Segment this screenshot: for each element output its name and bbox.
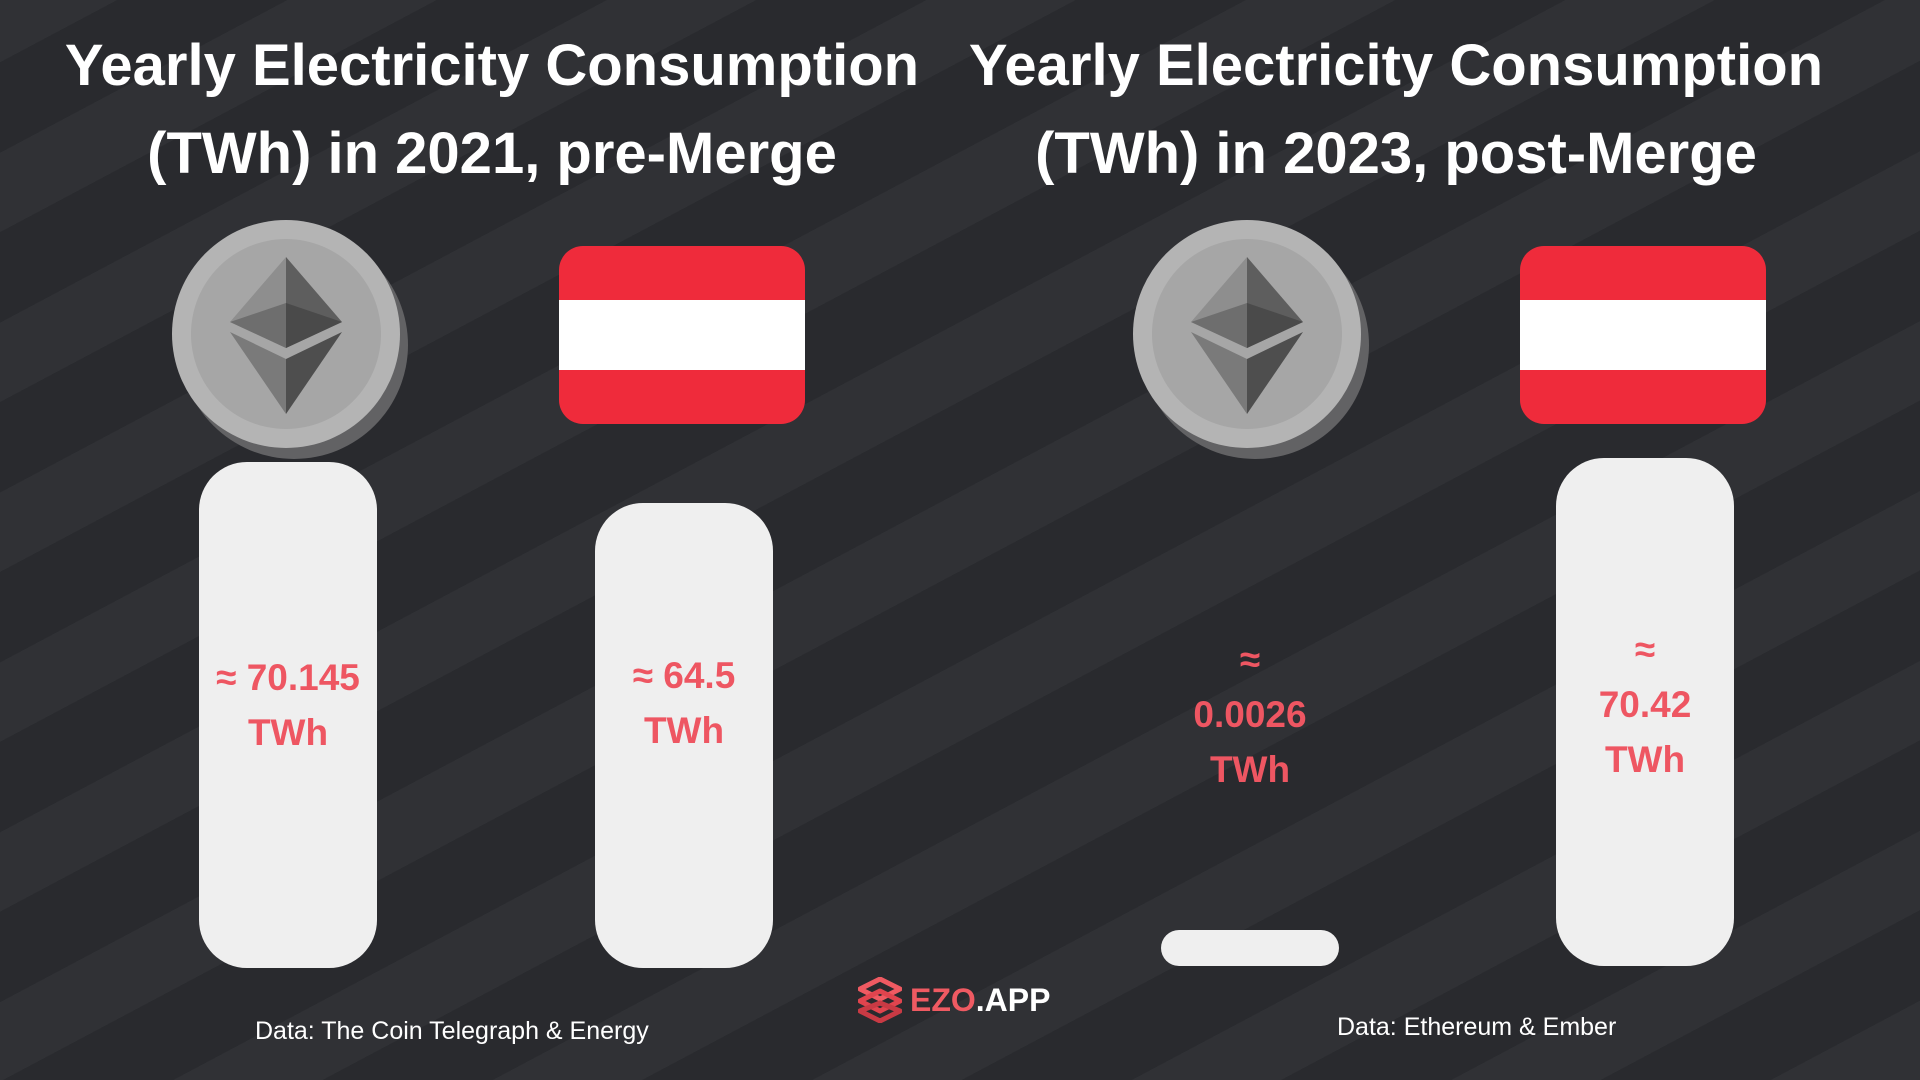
bar-ethereum-2023: [1161, 930, 1339, 966]
ezo-app-logo: EZO.APP: [858, 975, 1050, 1025]
data-label-line: TWh: [1209, 749, 1291, 790]
logo-suffix: .APP: [975, 981, 1051, 1018]
data-label-line: ≈ 64.5: [632, 655, 736, 696]
data-label-line: 0.0026: [1193, 694, 1307, 735]
title-line: (TWh) in 2023, post-Merge: [1035, 121, 1757, 186]
data-label-line: TWh: [643, 710, 725, 751]
data-label-ethereum-2021: ≈ 70.145 TWh: [199, 650, 377, 760]
source-note-post-merge: Data: Ethereum & Ember: [1337, 1013, 1617, 1041]
title-line: Yearly Electricity Consumption: [968, 33, 1824, 98]
title-line: (TWh) in 2021, pre-Merge: [147, 121, 837, 186]
chart-title-pre-merge: Yearly Electricity Consumption (TWh) in …: [32, 22, 952, 198]
data-label-line: ≈: [1239, 639, 1261, 680]
ethereum-coin-icon: [1133, 220, 1369, 459]
source-note-pre-merge: Data: The Coin Telegraph & Energy: [255, 1017, 649, 1045]
logo-text: EZO.APP: [910, 982, 1050, 1019]
data-label-line: ≈: [1634, 629, 1656, 670]
chart-title-post-merge: Yearly Electricity Consumption (TWh) in …: [936, 22, 1856, 198]
title-line: Yearly Electricity Consumption: [64, 33, 920, 98]
bar-ethereum-2021: [199, 461, 377, 968]
bar-austria-2023: [1556, 458, 1734, 966]
data-label-line: TWh: [247, 712, 329, 753]
bar-austria-2021: [595, 502, 773, 968]
data-label-ethereum-2023: ≈ 0.0026 TWh: [1161, 632, 1339, 797]
data-label-austria-2021: ≈ 64.5 TWh: [595, 648, 773, 758]
data-label-line: ≈ 70.145: [216, 657, 360, 698]
austria-flag-icon: [1520, 246, 1766, 424]
austria-flag-icon: [559, 246, 805, 424]
logo-brand: EZO: [910, 981, 976, 1018]
ethereum-coin-icon: [172, 220, 408, 459]
data-label-line: TWh: [1604, 739, 1686, 780]
ezo-logo-icon: [858, 977, 902, 1023]
data-label-line: 70.42: [1598, 684, 1692, 725]
data-label-austria-2023: ≈ 70.42 TWh: [1556, 622, 1734, 787]
